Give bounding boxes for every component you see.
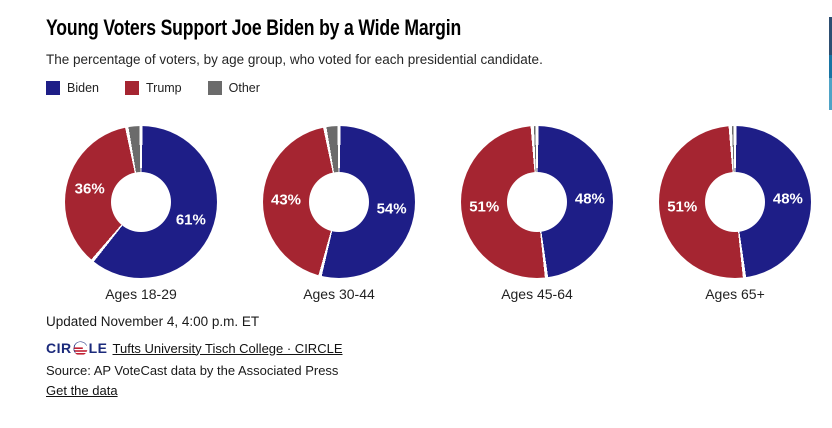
- slice-label-biden: 48%: [772, 190, 803, 208]
- legend-swatch-other: [207, 81, 222, 95]
- slice-label-biden: 54%: [376, 200, 407, 218]
- chart-legend: Biden Trump Other: [46, 81, 832, 95]
- circle-logo-text-left: CIR: [46, 340, 72, 356]
- donut-chart: 61% 36%: [65, 126, 217, 278]
- slice-label-trump: 36%: [74, 180, 105, 198]
- donut-figure-ages-45-64: 48% 51% Ages 45-64: [438, 120, 636, 302]
- donut-chart: 48% 51%: [461, 126, 613, 278]
- donut-figure-ages-30-44: 54% 43% Ages 30-44: [240, 120, 438, 302]
- donut-chart: 54% 43%: [263, 126, 415, 278]
- circle-logo: CIR LE: [46, 340, 108, 356]
- source-text: Source: AP VoteCast data by the Associat…: [46, 363, 339, 378]
- legend-label: Biden: [67, 81, 99, 95]
- share-segment-1[interactable]: [829, 17, 832, 55]
- donut-chart: 48% 51%: [659, 126, 811, 278]
- slice-label-trump: 51%: [667, 198, 698, 216]
- share-segment-2[interactable]: [829, 55, 832, 78]
- share-segment-3[interactable]: [829, 78, 832, 110]
- age-group-label: Ages 30-44: [303, 286, 375, 302]
- donut-figure-ages-18-29: 61% 36% Ages 18-29: [42, 120, 240, 302]
- age-group-label: Ages 65+: [705, 286, 765, 302]
- slice-label-trump: 51%: [469, 198, 500, 216]
- legend-label: Trump: [145, 81, 182, 95]
- attribution-row: CIR LE Tufts University Tisch College · …: [46, 340, 343, 356]
- age-group-label: Ages 18-29: [105, 286, 177, 302]
- chart-subtitle: The percentage of voters, by age group, …: [46, 52, 543, 67]
- share-strip: [829, 17, 832, 110]
- page-title: Young Voters Support Joe Biden by a Wide…: [46, 15, 462, 40]
- legend-swatch-trump: [124, 81, 139, 95]
- donut-figure-ages-65plus: 48% 51% Ages 65+: [636, 120, 832, 302]
- legend-item-other: Other: [207, 81, 260, 95]
- legend-swatch-biden: [46, 81, 60, 95]
- age-group-label: Ages 45-64: [501, 286, 573, 302]
- footer: Updated November 4, 4:00 p.m. ET CIR LE: [46, 314, 343, 400]
- circle-logo-text-right: LE: [88, 340, 108, 356]
- get-the-data-link[interactable]: Get the data: [46, 383, 118, 398]
- slice-label-biden: 48%: [574, 190, 605, 208]
- header: Young Voters Support Joe Biden by a Wide…: [0, 0, 832, 95]
- updated-timestamp: Updated November 4, 4:00 p.m. ET: [46, 314, 260, 329]
- circle-logo-icon: [73, 341, 88, 355]
- legend-item-biden: Biden: [46, 81, 99, 95]
- slice-label-trump: 43%: [271, 191, 302, 209]
- legend-item-trump: Trump: [124, 81, 182, 95]
- legend-label: Other: [228, 81, 260, 95]
- charts-row: 61% 36% Ages 18-29 54% 43% Ages 30-44 48% 51% Ag…: [42, 120, 832, 302]
- slice-label-biden: 61%: [175, 211, 206, 229]
- attribution-link[interactable]: Tufts University Tisch College · CIRCLE: [112, 340, 343, 356]
